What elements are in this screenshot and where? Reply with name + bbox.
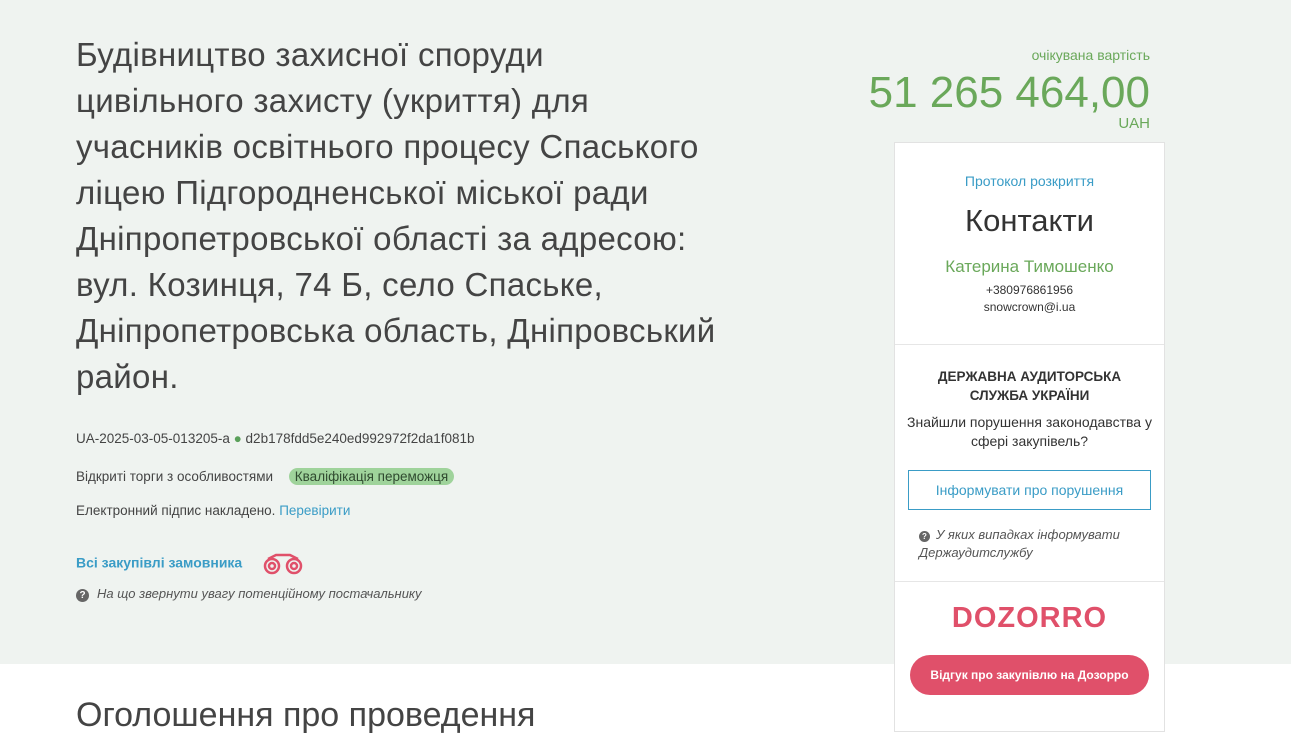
contact-email: snowcrown@i.ua [983,300,1076,314]
signature-row: Електронний підпис накладено. Перевірити [76,503,350,518]
binoculars-icon[interactable] [262,552,304,576]
procedure-row: Відкриті торги з особливостями Кваліфіка… [76,468,455,485]
sidebar-card: Протокол розкриття Контакти Катерина Тим… [894,142,1165,732]
protocol-link[interactable]: Протокол розкриття [964,173,1095,189]
price-amount: 51 265 464,00 [868,68,1150,117]
all-purchases-row: Всі закупівлі замовника [76,552,304,576]
status-badge: Кваліфікація переможця [288,468,455,485]
contacts-heading: Контакти [965,203,1094,238]
supplier-hint-text: На що звернути увагу потенційному постач… [97,586,422,601]
dozorro-section: DOZORRO Відгук про закупівлю на Дозорро [895,582,1164,695]
audit-section: ДЕРЖАВНА АУДИТОРСЬКА СЛУЖБА УКРАЇНИ Знай… [895,345,1164,582]
dozorro-logo: DOZORRO [951,602,1108,634]
tender-id: UA-2025-03-05-013205-a [76,431,230,446]
audit-hint[interactable]: ? У яких випадках інформувати Держаудитсл… [895,526,1164,562]
dozorro-feedback-button[interactable]: Відгук про закупівлю на Дозорро [910,655,1149,695]
contacts-section: Протокол розкриття Контакти Катерина Тим… [895,143,1164,345]
report-violation-button[interactable]: Інформувати про порушення [908,470,1151,510]
price-currency: UAH [1118,115,1150,132]
tender-ids: UA-2025-03-05-013205-a ● d2b178fdd5e240e… [76,431,475,446]
audit-hint-text: У яких випадках інформувати Держаудитслу… [919,527,1120,560]
supplier-hint[interactable]: ? На що звернути увагу потенційному поста… [76,586,422,602]
question-icon: ? [76,589,89,602]
tender-hash: d2b178fdd5e240ed992972f2da1f081b [245,431,475,446]
audit-question: Знайшли порушення законодавства у сфері … [907,414,1152,449]
section-heading: Оголошення про проведення [76,696,536,734]
all-purchases-link[interactable]: Всі закупівлі замовника [76,554,243,571]
signature-text: Електронний підпис накладено. [76,503,276,518]
audit-title: ДЕРЖАВНА АУДИТОРСЬКА СЛУЖБА УКРАЇНИ [937,369,1122,403]
contact-name: Катерина Тимошенко [945,257,1114,276]
tender-title: Будівництво захисної споруди цивільного … [76,36,716,395]
contact-phone: +380976861956 [985,283,1074,297]
price-label: очікувана вартість [1031,47,1150,63]
verify-signature-link[interactable]: Перевірити [279,503,351,518]
dot-icon: ● [233,431,242,446]
procedure-type: Відкриті торги з особливостями [76,469,274,484]
question-icon: ? [919,531,930,542]
